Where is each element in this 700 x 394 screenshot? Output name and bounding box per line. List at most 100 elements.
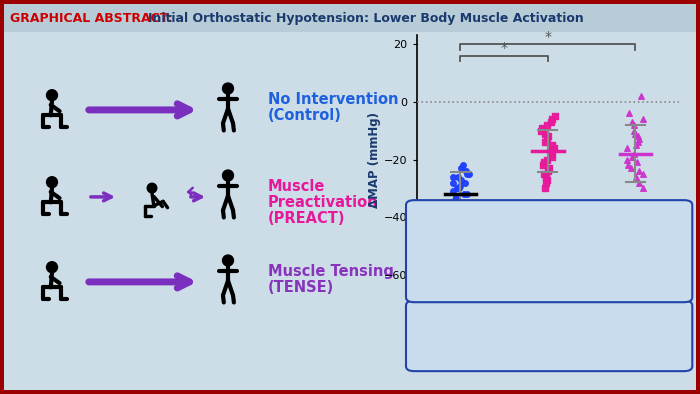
Point [633, 139, 644, 145]
Point [543, 165, 554, 171]
Y-axis label: ΔMAP (mmHg): ΔMAP (mmHg) [368, 112, 382, 208]
Point [638, 171, 649, 177]
Text: effective symptom: effective symptom [487, 251, 611, 264]
Point [548, 145, 559, 151]
Text: GRAPHICAL ABSTRACT:: GRAPHICAL ABSTRACT: [10, 11, 173, 24]
Point [634, 168, 645, 174]
Point [462, 171, 473, 177]
Point [454, 200, 466, 206]
Text: (Control): (Control) [268, 108, 342, 123]
Point [622, 145, 633, 151]
Point [630, 142, 641, 148]
Point [626, 119, 638, 125]
Point [623, 110, 634, 117]
Point [546, 148, 557, 154]
Circle shape [147, 183, 157, 193]
Text: No Intervention: No Intervention [268, 92, 398, 107]
Point [629, 130, 641, 137]
Point [547, 142, 558, 148]
Point [628, 151, 639, 157]
Point [625, 165, 636, 171]
Point [629, 214, 641, 221]
Circle shape [223, 83, 234, 94]
Point [638, 185, 649, 191]
Point [462, 208, 473, 215]
Point [542, 168, 553, 174]
Point [542, 122, 553, 128]
Point [540, 185, 551, 191]
Point [542, 156, 553, 163]
Point [547, 154, 558, 160]
Point [629, 122, 640, 128]
Text: management techniques: management techniques [467, 268, 631, 281]
Point [540, 139, 551, 145]
Text: PREACT: PREACT [493, 343, 545, 356]
Point [622, 162, 634, 169]
Point [539, 159, 550, 165]
Text: Muscle Tensing: Muscle Tensing [268, 264, 394, 279]
Circle shape [46, 177, 57, 188]
Point [545, 119, 556, 125]
Text: Attenuated: Attenuated [426, 318, 501, 331]
Point [454, 185, 465, 191]
Circle shape [46, 262, 57, 273]
Text: Muscle: Muscle [268, 179, 326, 194]
Point [547, 116, 558, 122]
Point [463, 237, 474, 243]
Point [541, 136, 552, 143]
Point [455, 182, 466, 189]
Point [540, 174, 551, 180]
Text: *: * [545, 30, 552, 44]
Point [537, 125, 548, 131]
Text: (TENSE): (TENSE) [268, 280, 335, 295]
Point [462, 191, 473, 197]
Point [537, 162, 548, 169]
Point [550, 113, 561, 119]
Text: Muscle: Muscle [499, 217, 549, 230]
Text: Initial Orthostatic Hypotension: Lower Body Muscle Activation: Initial Orthostatic Hypotension: Lower B… [148, 11, 584, 24]
Bar [696, 0, 700, 394]
Point [634, 136, 645, 143]
Point [630, 174, 641, 180]
Point [458, 162, 469, 169]
Text: & Muscle Tensing are: & Muscle Tensing are [479, 234, 620, 247]
Point [447, 220, 458, 226]
Text: *: * [500, 41, 508, 55]
Point [636, 93, 647, 99]
Point [629, 128, 640, 134]
Circle shape [223, 255, 234, 266]
Point [451, 194, 462, 200]
Point [447, 188, 458, 195]
Point [463, 171, 474, 177]
Circle shape [46, 90, 57, 100]
Point [459, 180, 470, 186]
Point [632, 133, 643, 139]
Point [450, 243, 461, 249]
Bar [4, 4, 696, 32]
Point [449, 197, 461, 203]
Point [545, 151, 557, 157]
Point [633, 180, 644, 186]
Bar [0, 390, 700, 394]
Text: Preactivation: Preactivation [268, 195, 379, 210]
Point [638, 116, 649, 122]
Point [542, 133, 554, 139]
Point [626, 154, 638, 160]
Text: (PREACT): (PREACT) [268, 211, 346, 226]
Point [460, 168, 471, 174]
Bar [0, 0, 700, 4]
Text: following: following [426, 343, 491, 356]
Point [453, 174, 464, 180]
Text: drop in MAP: drop in MAP [513, 318, 594, 331]
Point [631, 159, 643, 165]
Point [451, 185, 462, 191]
Circle shape [223, 170, 234, 181]
Point [538, 171, 550, 177]
Point [456, 165, 467, 171]
Point [540, 130, 551, 137]
Point [455, 177, 466, 183]
Point [458, 191, 470, 197]
Point [456, 229, 468, 235]
Text: Preactivation: Preactivation [549, 217, 638, 230]
Point [447, 174, 458, 180]
